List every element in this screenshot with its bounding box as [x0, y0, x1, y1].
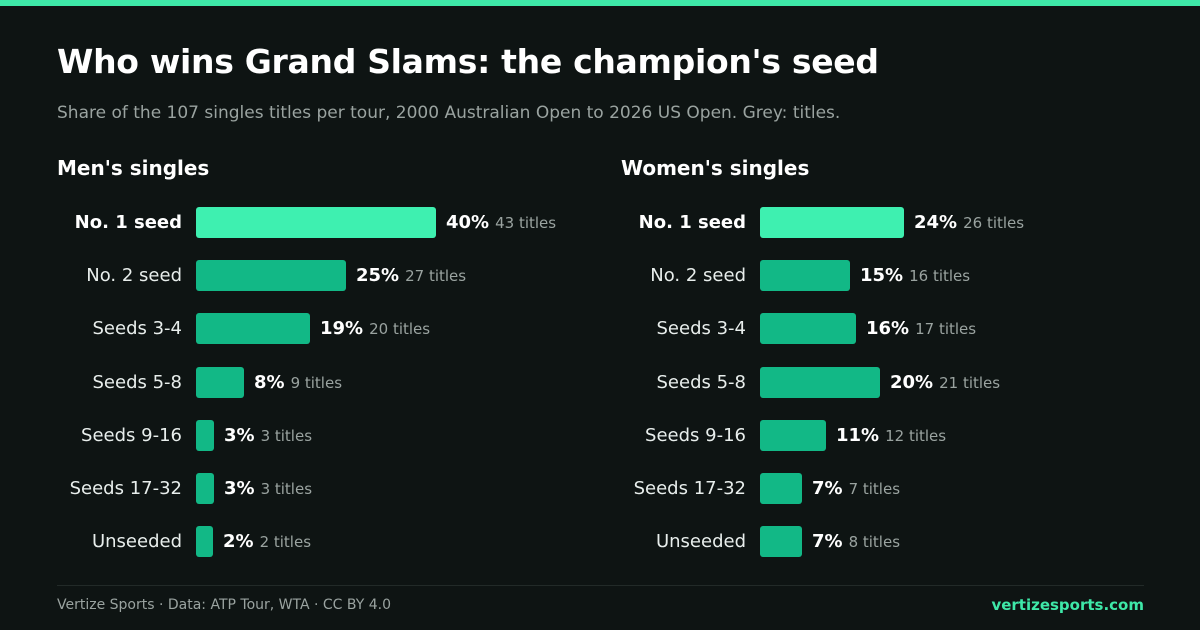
percent-label: 24% [914, 212, 958, 233]
percent-label: 25% [356, 265, 400, 286]
percent-label: 19% [320, 318, 364, 339]
value-label-group: 7% 7 titles [812, 473, 900, 504]
bar [196, 473, 214, 504]
titles-count-label: 2 titles [259, 533, 312, 551]
bar [196, 260, 346, 291]
panel-title-men: Men's singles [57, 156, 210, 180]
value-label-group: 2% 2 titles [223, 526, 311, 557]
bar [760, 473, 802, 504]
bar [760, 260, 850, 291]
category-label: No. 1 seed [638, 212, 746, 233]
category-label: Unseeded [91, 531, 182, 552]
chart-title: Who wins Grand Slams: the champion's see… [57, 42, 879, 81]
category-label: Seeds 9-16 [645, 425, 746, 446]
percent-label: 11% [836, 425, 880, 446]
value-label-group: 20% 21 titles [890, 367, 1000, 398]
titles-count-label: 27 titles [405, 267, 467, 285]
titles-count-label: 8 titles [848, 533, 901, 551]
percent-label: 3% [224, 425, 255, 446]
titles-count-label: 7 titles [848, 480, 901, 498]
percent-label: 2% [223, 531, 254, 552]
bar [760, 367, 880, 398]
titles-count-label: 9 titles [290, 374, 343, 392]
titles-count-label: 21 titles [939, 374, 1001, 392]
percent-label: 3% [224, 478, 255, 499]
bar [760, 420, 826, 451]
value-label-group: 3% 3 titles [224, 473, 312, 504]
percent-label: 8% [254, 372, 285, 393]
percent-label: 15% [860, 265, 904, 286]
percent-label: 7% [812, 531, 843, 552]
value-label-group: 8% 9 titles [254, 367, 342, 398]
titles-count-label: 3 titles [260, 480, 313, 498]
percent-label: 40% [446, 212, 490, 233]
value-label-group: 24% 26 titles [914, 207, 1024, 238]
titles-count-label: 26 titles [963, 214, 1025, 232]
bar [196, 207, 436, 238]
chart-subtitle: Share of the 107 singles titles per tour… [57, 103, 841, 123]
titles-count-label: 12 titles [885, 427, 947, 445]
bar [196, 367, 244, 398]
category-label: Seeds 5-8 [92, 372, 183, 393]
percent-label: 16% [866, 318, 910, 339]
value-label-group: 16% 17 titles [866, 313, 976, 344]
category-label: No. 2 seed [650, 265, 746, 286]
footer-site-link[interactable]: vertizesports.com [991, 596, 1144, 614]
titles-count-label: 43 titles [495, 214, 557, 232]
percent-label: 20% [890, 372, 934, 393]
value-label-group: 15% 16 titles [860, 260, 970, 291]
titles-count-label: 3 titles [260, 427, 313, 445]
category-label: Seeds 17-32 [633, 478, 746, 499]
category-label: Seeds 5-8 [656, 372, 747, 393]
category-label: Seeds 3-4 [656, 318, 747, 339]
footer-divider [57, 585, 1144, 586]
bar [196, 420, 214, 451]
category-label: No. 1 seed [74, 212, 182, 233]
accent-top-bar [0, 0, 1200, 6]
category-label: No. 2 seed [86, 265, 182, 286]
category-label: Seeds 9-16 [81, 425, 182, 446]
value-label-group: 19% 20 titles [320, 313, 430, 344]
bar [196, 313, 310, 344]
bar [760, 313, 856, 344]
bar [196, 526, 213, 557]
percent-label: 7% [812, 478, 843, 499]
value-label-group: 25% 27 titles [356, 260, 466, 291]
value-label-group: 40% 43 titles [446, 207, 556, 238]
value-label-group: 11% 12 titles [836, 420, 946, 451]
panel-title-women: Women's singles [621, 156, 810, 180]
bar [760, 207, 904, 238]
value-label-group: 7% 8 titles [812, 526, 900, 557]
footer-source: Vertize Sports · Data: ATP Tour, WTA · C… [57, 597, 392, 613]
category-label: Seeds 17-32 [69, 478, 182, 499]
category-label: Seeds 3-4 [92, 318, 183, 339]
category-label: Unseeded [655, 531, 746, 552]
titles-count-label: 17 titles [915, 320, 977, 338]
bar [760, 526, 802, 557]
titles-count-label: 20 titles [369, 320, 431, 338]
titles-count-label: 16 titles [909, 267, 971, 285]
value-label-group: 3% 3 titles [224, 420, 312, 451]
